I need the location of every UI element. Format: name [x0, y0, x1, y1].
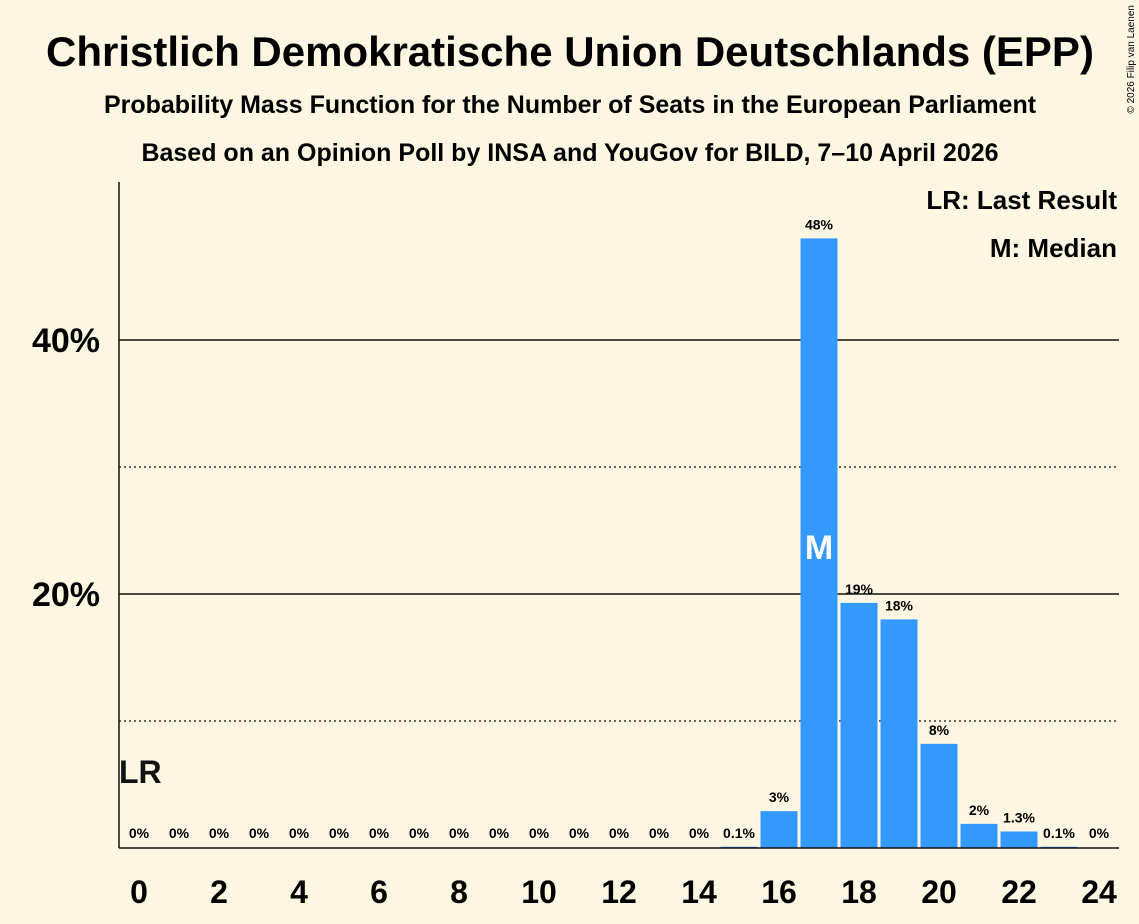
- x-tick-label: 0: [130, 874, 148, 910]
- y-tick-label: 40%: [32, 322, 100, 360]
- bar-label-seat-16: 3%: [769, 789, 790, 805]
- x-tick-label: 2: [210, 874, 228, 910]
- x-tick-label: 24: [1081, 874, 1117, 910]
- bar-label-seat-2: 0%: [209, 825, 230, 841]
- bar-label-seat-7: 0%: [409, 825, 430, 841]
- y-axis-ticks: 20% 40%: [32, 322, 100, 614]
- bar-seat-16: [760, 811, 798, 848]
- median-marker: M: [805, 529, 833, 567]
- y-tick-label: 20%: [32, 576, 100, 614]
- bar-label-seat-5: 0%: [329, 825, 350, 841]
- bar-label-seat-1: 0%: [169, 825, 190, 841]
- bar-seat-17: [800, 238, 838, 848]
- bar-label-seat-14: 0%: [689, 825, 710, 841]
- bar-label-seat-10: 0%: [529, 825, 550, 841]
- bar-labels: 0% 0% 0% 0% 0% 0% 0% 0% 0% 0% 0% 0% 0% 0% 0% 0.1% 3% 48% 1…: [129, 216, 1110, 841]
- bar-seat-18: [840, 602, 878, 848]
- x-tick-label: 22: [1001, 874, 1037, 910]
- x-tick-label: 18: [841, 874, 877, 910]
- gridlines: [119, 339, 1119, 722]
- bar-label-seat-9: 0%: [489, 825, 510, 841]
- bar-label-seat-24: 0%: [1089, 825, 1110, 841]
- bar-label-seat-0: 0%: [129, 825, 150, 841]
- x-tick-label: 4: [290, 874, 308, 910]
- bar-label-seat-18: 19%: [845, 581, 874, 597]
- chart-subtitle: Probability Mass Function for the Number…: [104, 91, 1037, 119]
- bar-label-seat-19: 18%: [885, 597, 914, 613]
- last-result-marker: LR: [119, 754, 162, 790]
- bar-label-seat-12: 0%: [609, 825, 630, 841]
- bar-label-seat-6: 0%: [369, 825, 390, 841]
- bar-seat-20: [920, 743, 958, 848]
- bar-label-seat-11: 0%: [569, 825, 590, 841]
- legend-median: M: Median: [990, 233, 1117, 263]
- bar-seat-22: [1000, 831, 1038, 848]
- chart-subtitle-source: Based on an Opinion Poll by INSA and You…: [141, 139, 998, 167]
- bar-label-seat-22: 1.3%: [1003, 809, 1035, 825]
- bar-seat-21: [960, 823, 998, 848]
- bar-label-seat-13: 0%: [649, 825, 670, 841]
- legend-last-result: LR: Last Result: [926, 185, 1117, 215]
- bar-label-seat-15: 0.1%: [723, 825, 755, 841]
- x-tick-label: 16: [761, 874, 797, 910]
- bar-label-seat-17: 48%: [805, 216, 834, 232]
- bar-label-seat-8: 0%: [449, 825, 470, 841]
- x-tick-label: 14: [681, 874, 717, 910]
- x-tick-label: 6: [370, 874, 388, 910]
- bar-label-seat-21: 2%: [969, 802, 990, 818]
- copyright-text: © 2026 Filip van Laenen: [1126, 5, 1137, 114]
- bar-label-seat-3: 0%: [249, 825, 270, 841]
- x-tick-label: 10: [521, 874, 557, 910]
- bars: [720, 238, 1078, 848]
- x-tick-label: 12: [601, 874, 637, 910]
- bar-label-seat-20: 8%: [929, 722, 950, 738]
- bar-label-seat-4: 0%: [289, 825, 310, 841]
- bar-label-seat-23: 0.1%: [1043, 825, 1075, 841]
- x-tick-label: 20: [921, 874, 957, 910]
- x-tick-label: 8: [450, 874, 468, 910]
- bar-seat-19: [880, 619, 918, 848]
- chart-title: Christlich Demokratische Union Deutschla…: [46, 28, 1094, 75]
- x-axis-ticks: 0 2 4 6 8 10 12 14 16 18 20 22 24: [130, 874, 1117, 910]
